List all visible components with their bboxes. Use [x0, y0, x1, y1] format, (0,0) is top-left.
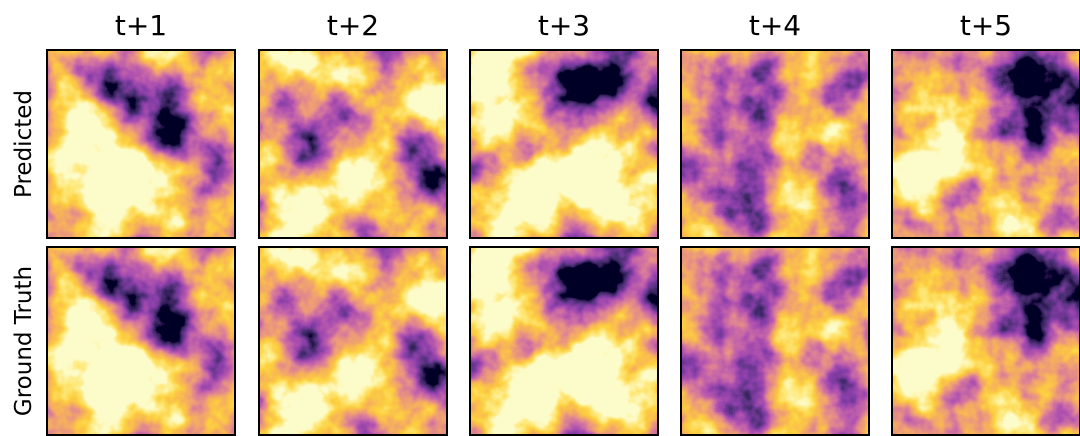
field-panel [259, 247, 447, 435]
column-title: t+3 [538, 9, 590, 42]
field-image [259, 247, 447, 435]
row-label: Ground Truth [11, 266, 37, 416]
field-panel [681, 50, 869, 238]
column-title: t+5 [960, 9, 1012, 42]
column-title: t+4 [749, 9, 801, 42]
field-panel [681, 247, 869, 435]
field-image [259, 50, 447, 238]
field-image [47, 50, 235, 238]
field-image [47, 247, 235, 435]
field-panel [470, 50, 658, 238]
field-panel [47, 247, 235, 435]
field-panel [470, 247, 658, 435]
field-image [892, 50, 1080, 238]
figure: t+1 t+2 t+3 t+4 t+5 Predicted Ground Truth [0, 0, 1080, 436]
field-image [470, 247, 658, 435]
column-title: t+1 [115, 9, 167, 42]
field-panel [892, 247, 1080, 435]
row-label: Predicted [11, 90, 37, 198]
field-image [681, 247, 869, 435]
column-title: t+2 [327, 9, 379, 42]
field-image [681, 50, 869, 238]
field-image [470, 50, 658, 238]
field-panel [47, 50, 235, 238]
field-panel [259, 50, 447, 238]
field-image [892, 247, 1080, 435]
field-panel [892, 50, 1080, 238]
